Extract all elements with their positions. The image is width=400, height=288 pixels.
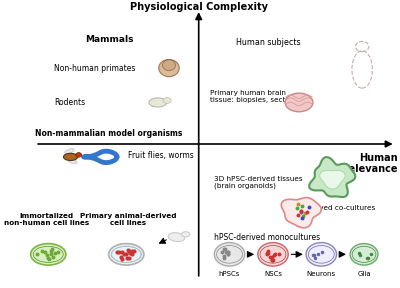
Text: Fruit flies, worms: Fruit flies, worms	[128, 151, 194, 160]
Text: Human
Relevance: Human Relevance	[341, 153, 398, 174]
Text: hPSCs: hPSCs	[219, 271, 240, 277]
Ellipse shape	[258, 242, 288, 266]
Ellipse shape	[109, 244, 144, 265]
Ellipse shape	[159, 59, 179, 77]
Text: Immortalized
non-human cell lines: Immortalized non-human cell lines	[4, 213, 89, 226]
Polygon shape	[309, 157, 355, 197]
Polygon shape	[281, 198, 321, 228]
Ellipse shape	[350, 244, 378, 265]
Ellipse shape	[306, 242, 336, 266]
Ellipse shape	[162, 60, 176, 71]
Text: Mammals: Mammals	[85, 35, 134, 44]
Ellipse shape	[285, 93, 313, 112]
Text: Primary animal-derived
cell lines: Primary animal-derived cell lines	[80, 213, 176, 226]
Text: Human subjects: Human subjects	[236, 38, 300, 47]
Text: Glia: Glia	[357, 271, 371, 277]
Ellipse shape	[149, 98, 167, 107]
Ellipse shape	[68, 158, 77, 164]
Ellipse shape	[168, 233, 185, 242]
Text: hPSC-derived co-cultures: hPSC-derived co-cultures	[284, 205, 375, 211]
Ellipse shape	[163, 98, 171, 103]
Text: NSCs: NSCs	[264, 271, 282, 277]
Polygon shape	[320, 170, 345, 189]
Ellipse shape	[182, 232, 190, 237]
Text: Primary human brain
tissue: biopsies, sections: Primary human brain tissue: biopsies, se…	[210, 90, 300, 103]
Text: Non-mammalian model organisms: Non-mammalian model organisms	[35, 130, 183, 139]
Ellipse shape	[64, 153, 78, 160]
Text: 3D hPSC-derived tissues
(brain organoids): 3D hPSC-derived tissues (brain organoids…	[214, 176, 302, 190]
Text: Physiological Complexity: Physiological Complexity	[130, 2, 268, 12]
Ellipse shape	[31, 244, 66, 265]
Text: Rodents: Rodents	[54, 98, 85, 107]
Text: Non-human primates: Non-human primates	[54, 64, 135, 73]
Ellipse shape	[76, 153, 82, 157]
Ellipse shape	[65, 149, 74, 154]
Ellipse shape	[214, 242, 245, 266]
Text: hPSC-derived monocultures: hPSC-derived monocultures	[214, 233, 320, 242]
Text: Neurons: Neurons	[307, 271, 336, 277]
